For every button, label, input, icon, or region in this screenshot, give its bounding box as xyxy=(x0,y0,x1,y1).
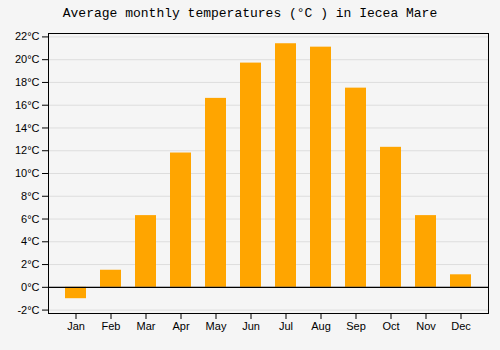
svg-text:May: May xyxy=(206,320,227,332)
svg-text:Jun: Jun xyxy=(242,320,260,332)
svg-text:16°C: 16°C xyxy=(15,99,40,111)
svg-text:Aug: Aug xyxy=(311,320,331,332)
svg-text:Jul: Jul xyxy=(279,320,293,332)
svg-text:10°C: 10°C xyxy=(15,167,40,179)
svg-text:Nov: Nov xyxy=(416,320,436,332)
svg-text:6°C: 6°C xyxy=(21,213,40,225)
svg-text:4°C: 4°C xyxy=(21,235,40,247)
svg-text:2°C: 2°C xyxy=(21,258,40,270)
svg-text:22°C: 22°C xyxy=(15,30,40,42)
svg-text:Jan: Jan xyxy=(67,320,85,332)
svg-text:18°C: 18°C xyxy=(15,76,40,88)
svg-text:Feb: Feb xyxy=(102,320,121,332)
svg-text:Mar: Mar xyxy=(137,320,156,332)
svg-text:8°C: 8°C xyxy=(21,190,40,202)
svg-text:-2°C: -2°C xyxy=(17,304,39,316)
svg-text:14°C: 14°C xyxy=(15,121,40,133)
svg-text:Sep: Sep xyxy=(346,320,366,332)
svg-text:0°C: 0°C xyxy=(21,281,40,293)
html-text:Average monthly temperatures (: Average monthly temperatures (°C ) in Ie… xyxy=(62,6,438,21)
svg-text:20°C: 20°C xyxy=(15,53,40,65)
svg-text:12°C: 12°C xyxy=(15,144,40,156)
svg-text:Dec: Dec xyxy=(451,320,471,332)
svg-text:Apr: Apr xyxy=(172,320,189,332)
svg-text:Oct: Oct xyxy=(382,320,399,332)
